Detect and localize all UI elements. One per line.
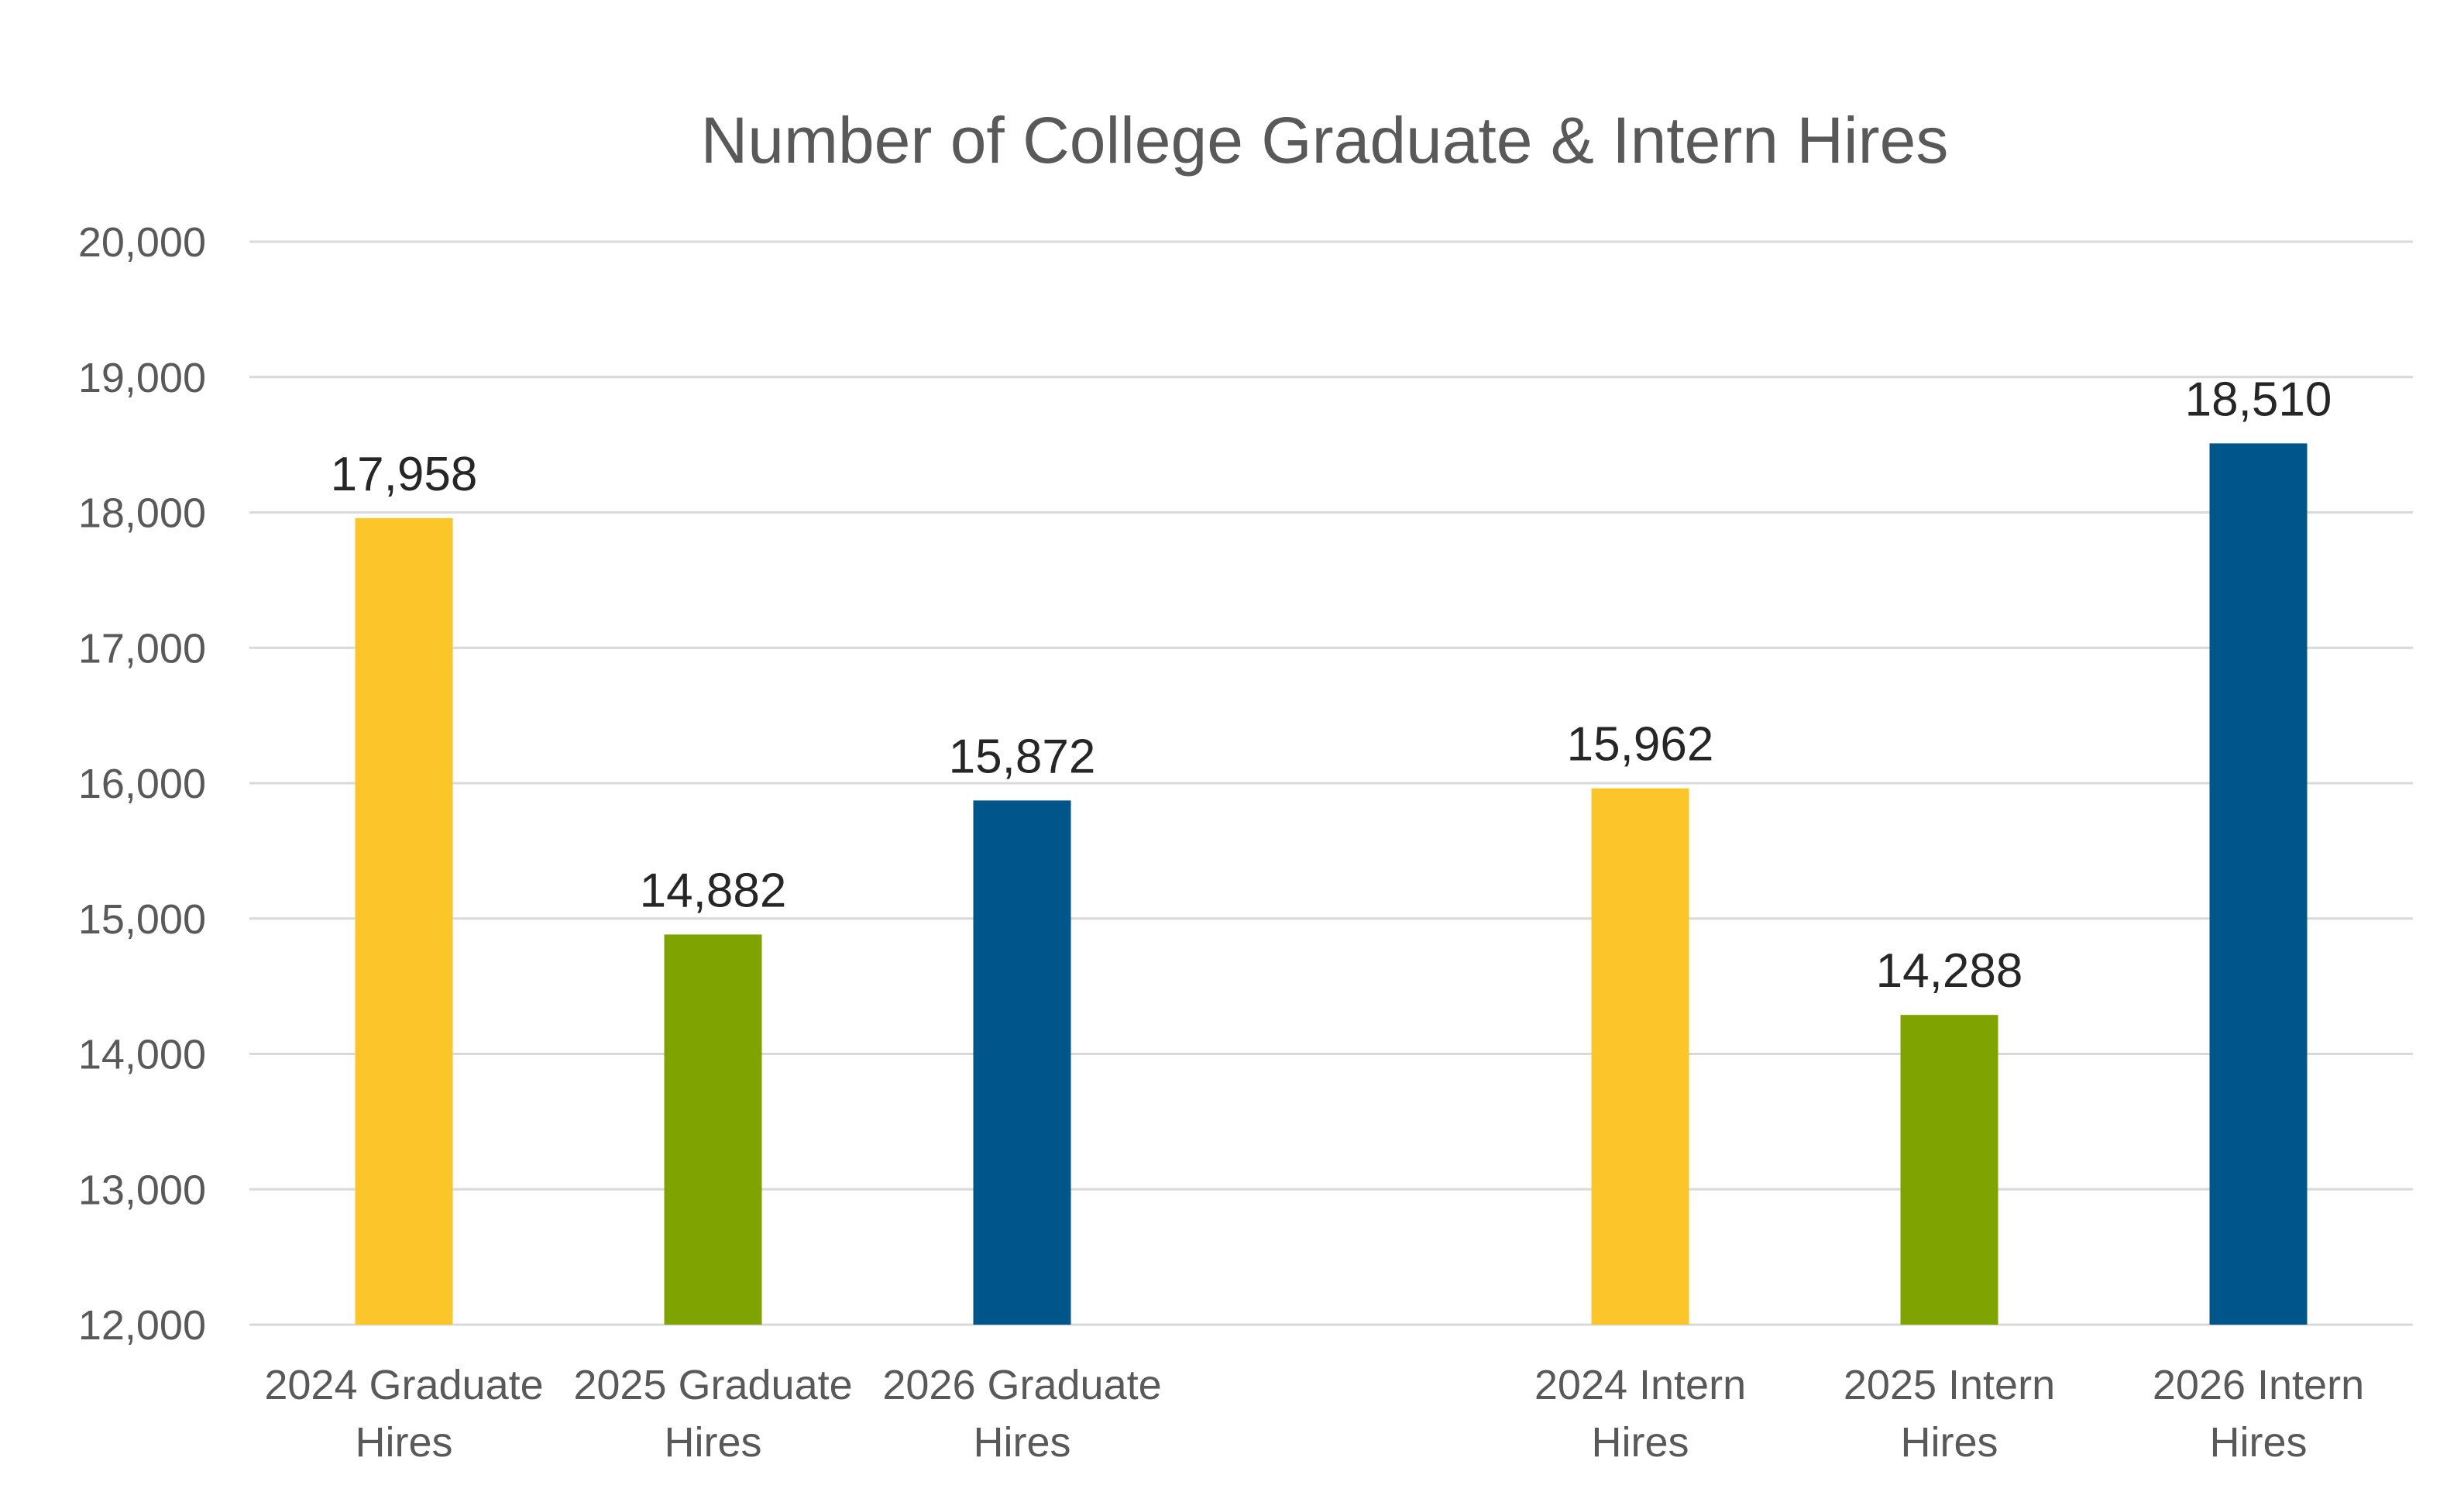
- bar: [664, 934, 762, 1325]
- bar: [355, 517, 453, 1325]
- data-label: 14,882: [640, 864, 787, 917]
- y-tick-label: 16,000: [78, 761, 206, 807]
- y-tick-label: 20,000: [78, 219, 206, 266]
- gridlines: [249, 240, 2413, 1326]
- bar: [1591, 788, 1689, 1325]
- y-axis-ticks: 12,000 13,000 14,000 15,000 16,000 17,000 18,0…: [78, 219, 206, 1349]
- data-label: 17,958: [331, 448, 478, 501]
- chart-title: Number of College Graduate & Intern Hire…: [701, 104, 1949, 177]
- x-tick-label: 2024 Graduate: [264, 1362, 543, 1408]
- y-tick-label: 15,000: [78, 896, 206, 943]
- data-label: 15,872: [949, 730, 1096, 783]
- data-label: 14,288: [1876, 944, 2023, 998]
- y-tick-label: 13,000: [78, 1167, 206, 1213]
- bars: [355, 443, 2308, 1325]
- y-tick-label: 18,000: [78, 490, 206, 537]
- x-tick-label: Hires: [1591, 1419, 1689, 1466]
- bar: [2209, 443, 2308, 1325]
- data-label: 15,962: [1567, 718, 1714, 772]
- x-tick-label: 2026 Graduate: [882, 1362, 1161, 1408]
- y-tick-label: 17,000: [78, 625, 206, 672]
- data-labels: 17,958 14,882 15,872 15,962 14,288 18,510: [331, 373, 2332, 998]
- data-label: 18,510: [2185, 373, 2332, 426]
- x-tick-label: 2025 Graduate: [573, 1362, 852, 1408]
- x-tick-label: Hires: [973, 1419, 1070, 1466]
- y-tick-label: 14,000: [78, 1032, 206, 1078]
- bar: [973, 800, 1071, 1325]
- y-tick-label: 12,000: [78, 1302, 206, 1349]
- x-tick-label: 2025 Intern: [1844, 1362, 2055, 1408]
- x-tick-label: 2026 Intern: [2153, 1362, 2364, 1408]
- x-tick-label: Hires: [664, 1419, 761, 1466]
- x-tick-label: 2024 Intern: [1534, 1362, 1746, 1408]
- x-tick-label: Hires: [2209, 1419, 2307, 1466]
- bar: [1900, 1015, 1998, 1325]
- x-tick-label: Hires: [355, 1419, 452, 1466]
- x-axis-ticks: 2024 Graduate Hires 2025 Graduate Hires 2026…: [264, 1362, 2364, 1466]
- x-tick-label: Hires: [1900, 1419, 1998, 1466]
- y-tick-label: 19,000: [78, 355, 206, 401]
